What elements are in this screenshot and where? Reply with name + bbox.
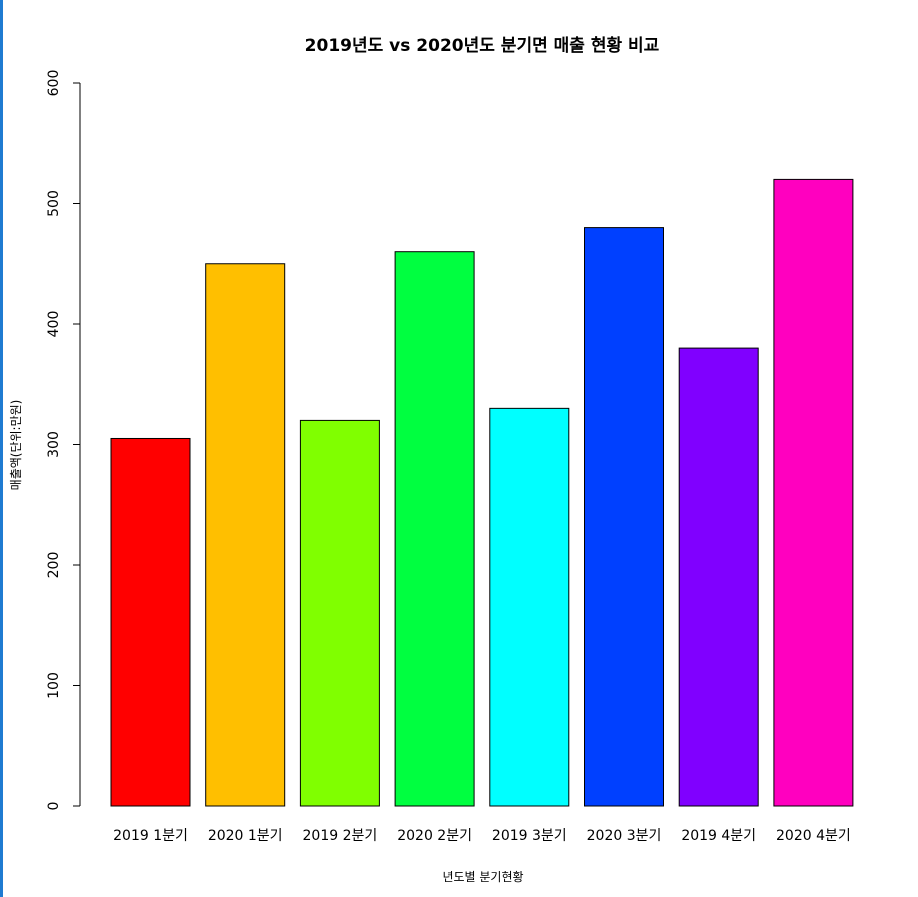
- x-category-label: 2019 3분기: [492, 828, 567, 844]
- bar: [678, 347, 759, 807]
- y-tick-label: 300: [46, 431, 62, 458]
- x-category-label: 2019 2분기: [303, 828, 378, 844]
- chart-title: 2019년도 vs 2020년도 분기면 매출 현황 비교: [305, 36, 660, 56]
- bar: [773, 178, 854, 807]
- y-axis: 0 100 200 300 400 500 600: [46, 70, 81, 811]
- bar: [394, 251, 475, 807]
- y-tick-label: 600: [46, 70, 62, 97]
- y-tick-label: 200: [46, 552, 62, 579]
- x-category-label: 2019 4분기: [681, 828, 756, 844]
- bar: [110, 437, 191, 807]
- y-tick-label: 100: [46, 672, 62, 699]
- window-edge-strip: [0, 0, 3, 897]
- x-category-label: 2020 2분기: [397, 828, 472, 844]
- y-tick-label: 500: [46, 190, 62, 217]
- x-category-label: 2020 1분기: [208, 828, 283, 844]
- bar: [299, 419, 380, 807]
- x-category-label: 2020 4분기: [776, 828, 851, 844]
- bar: [489, 407, 570, 807]
- y-tick-label: 0: [46, 802, 62, 811]
- category-labels-group: 2019 1분기 2020 1분기 2019 2분기 2020 2분기 2019 3분기…: [113, 828, 851, 844]
- y-tick-label: 400: [46, 311, 62, 338]
- bar: [205, 263, 286, 807]
- y-axis-label: 매출액(단위:만원): [9, 400, 23, 491]
- x-axis-label: 년도별 분기현황: [442, 870, 523, 884]
- bars-group: [110, 178, 854, 807]
- x-category-label: 2020 3분기: [587, 828, 662, 844]
- bar: [584, 227, 664, 807]
- x-category-label: 2019 1분기: [113, 828, 188, 844]
